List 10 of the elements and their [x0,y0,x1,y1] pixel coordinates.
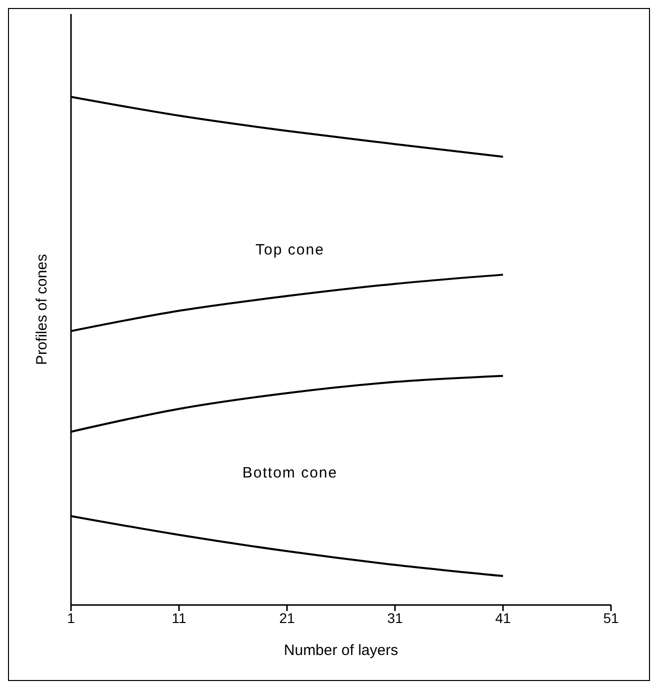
x-tick-label: 11 [172,610,186,626]
x-tick-label: 1 [67,610,76,626]
x-tick-label: 51 [603,610,619,626]
x-tick-label: 31 [387,610,403,626]
y-axis-title: Profiles of cones [33,254,50,365]
annotation: Top cone [256,242,324,258]
x-tick-label: 21 [279,610,295,626]
x-axis-title: Number of layers [284,642,398,659]
x-tick-label: 41 [495,610,511,626]
annotation: Bottom cone [242,464,338,482]
